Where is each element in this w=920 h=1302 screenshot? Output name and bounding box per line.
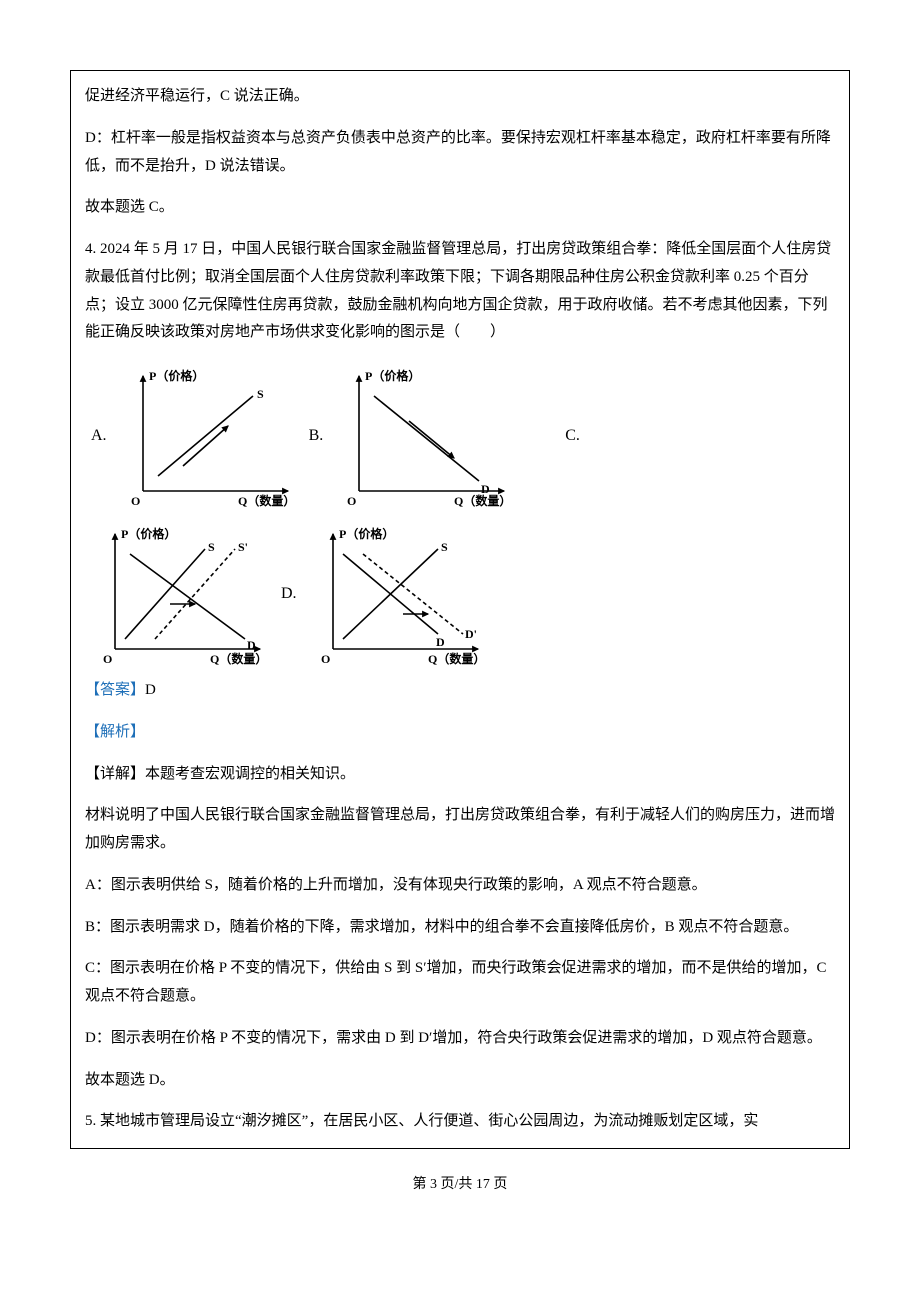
svg-text:S: S [208, 540, 215, 554]
answer-label: 【答案】 [85, 682, 145, 698]
svg-text:S: S [257, 387, 264, 401]
explain-c: C：图示表明在价格 P 不变的情况下，供给由 S 到 S′增加，而央行政策会促进… [85, 955, 835, 1011]
svg-text:P（价格）: P（价格） [365, 368, 420, 383]
content-box: 促进经济平稳运行，C 说法正确。 D：杠杆率一般是指权益资本与总资产负债表中总资… [70, 70, 850, 1149]
svg-text:D: D [247, 638, 256, 652]
chart-d: P（价格） Q（数量） O S D D' [303, 519, 493, 669]
charts-row-1: A. P（价格） Q（数量） O S B. P（价格） Q（数量） O D C. [85, 361, 835, 511]
svg-text:O: O [347, 494, 356, 508]
svg-text:Q（数量）: Q（数量） [210, 651, 267, 666]
question-5-stem: 5. 某地城市管理局设立“潮汐摊区”，在居民小区、人行便道、街心公园周边，为流动… [85, 1108, 835, 1136]
svg-text:D: D [481, 482, 490, 496]
answer-line: 【答案】D [85, 677, 835, 705]
para-prev-conclusion: 故本题选 C。 [85, 194, 835, 222]
chart-a: P（价格） Q（数量） O S [113, 361, 303, 511]
option-a-label: A. [91, 427, 107, 445]
explain-a: A：图示表明供给 S，随着价格的上升而增加，没有体现央行政策的影响，A 观点不符… [85, 872, 835, 900]
explain-intro: 材料说明了中国人民银行联合国家金融监督管理总局，打出房贷政策组合拳，有利于减轻人… [85, 802, 835, 858]
svg-text:O: O [321, 652, 330, 666]
svg-text:D': D' [465, 627, 477, 641]
chart-c: P（价格） Q（数量） O S S' D [85, 519, 275, 669]
para-d-wrong: D：杠杆率一般是指权益资本与总资产负债表中总资产的比率。要保持宏观杠杆率基本稳定… [85, 125, 835, 181]
analysis-label: 【解析】 [85, 719, 835, 747]
svg-text:D: D [436, 635, 445, 649]
svg-text:S': S' [238, 540, 248, 554]
para-c-correct: 促进经济平稳运行，C 说法正确。 [85, 83, 835, 111]
page: 促进经济平稳运行，C 说法正确。 D：杠杆率一般是指权益资本与总资产负债表中总资… [0, 0, 920, 1223]
detail-line: 【详解】本题考查宏观调控的相关知识。 [85, 761, 835, 789]
explain-b: B：图示表明需求 D，随着价格的下降，需求增加，材料中的组合拳不会直接降低房价，… [85, 914, 835, 942]
charts-row-2: P（价格） Q（数量） O S S' D D. P（价格） Q（数量） O S D D' [85, 519, 835, 669]
conclusion-4: 故本题选 D。 [85, 1067, 835, 1095]
svg-text:O: O [103, 652, 112, 666]
page-footer: 第 3 页/共 17 页 [70, 1173, 850, 1193]
option-d-label: D. [281, 585, 297, 603]
svg-text:O: O [131, 494, 140, 508]
option-b-label: B. [309, 427, 324, 445]
option-c-label: C. [565, 427, 580, 445]
answer-value: D [145, 682, 156, 698]
explain-d: D：图示表明在价格 P 不变的情况下，需求由 D 到 D′增加，符合央行政策会促… [85, 1025, 835, 1053]
svg-text:P（价格）: P（价格） [121, 526, 176, 541]
question-4-stem: 4. 2024 年 5 月 17 日，中国人民银行联合国家金融监督管理总局，打出… [85, 236, 835, 347]
svg-text:S: S [441, 540, 448, 554]
svg-text:P（价格）: P（价格） [339, 526, 394, 541]
chart-b: P（价格）Q（数量）OD [329, 361, 519, 511]
svg-text:P（价格）: P（价格） [149, 368, 204, 383]
svg-text:Q（数量）: Q（数量） [238, 493, 295, 508]
svg-text:Q（数量）: Q（数量） [428, 651, 485, 666]
